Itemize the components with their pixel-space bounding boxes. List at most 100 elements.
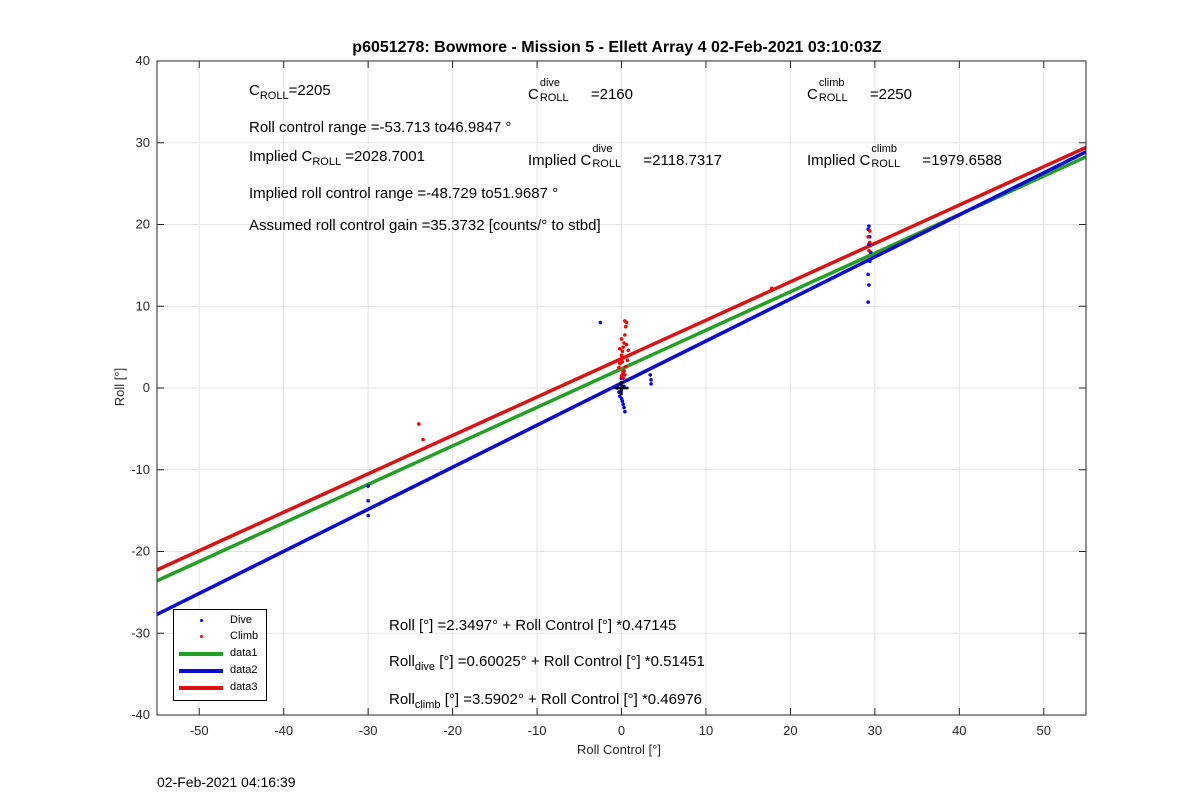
point-climb xyxy=(867,229,872,233)
point-climb xyxy=(866,234,870,239)
point-climb xyxy=(623,333,627,337)
legend-item-data2: data2 xyxy=(174,663,266,679)
point-climb xyxy=(617,365,621,370)
point-climb xyxy=(618,346,622,351)
fit-dive-equation: [°] =0.60025° + Roll Control [°] *0.5145… xyxy=(439,653,705,670)
fit-climb-equation: [°] =3.5902° + Roll Control [°] *0.46976 xyxy=(444,691,703,708)
legend-item-dive: Dive xyxy=(174,613,266,629)
x-tick-label: 30 xyxy=(868,723,882,738)
x-tick-label: -30 xyxy=(359,723,378,738)
chart-title: p6051278: Bowmore - Mission 5 - Ellett A… xyxy=(352,39,882,56)
legend-data3-label: data3 xyxy=(230,681,258,693)
legend-data1-label: data1 xyxy=(230,647,258,659)
point-dive xyxy=(621,402,625,407)
y-tick-label: -10 xyxy=(131,462,150,477)
annotation-roll-control-range: Roll control range =-53.713 to46.9847 ° xyxy=(249,119,512,136)
y-tick-label: -20 xyxy=(131,544,150,559)
point-climb xyxy=(621,345,625,349)
point-climb xyxy=(625,358,630,363)
x-tick-label: 50 xyxy=(1037,723,1051,738)
legend-data2-label: data2 xyxy=(230,664,258,676)
x-tick-label: 0 xyxy=(618,723,625,738)
origin-marker xyxy=(614,381,629,395)
legend: Dive Climb data1 data2 data3 xyxy=(173,609,267,701)
point-dive xyxy=(598,320,603,325)
legend-item-data1: data1 xyxy=(174,646,266,662)
legend-item-data3: data3 xyxy=(174,680,266,696)
implied-c-roll-climb-label: Implied C xyxy=(807,152,871,169)
annotation-implied-roll-range: Implied roll control range =-48.729 to51… xyxy=(249,185,559,202)
y-tick-label: 20 xyxy=(136,217,150,232)
annotation-fit-climb: Rollclimb [°] =3.5902° + Roll Control [°… xyxy=(389,692,702,711)
fit-climb-label: Roll xyxy=(389,691,415,708)
point-dive xyxy=(867,283,871,287)
axis-ticks: -50 -40 -30 -20 -10 0 10 20 30 40 50 -40 -30 -20 -10 0 1… xyxy=(131,53,1086,738)
fit-climb-subscript: climb xyxy=(414,699,441,711)
fit-dive-label: Roll xyxy=(389,653,415,670)
point-climb xyxy=(619,337,624,341)
y-axis-label: Roll [°] xyxy=(112,368,127,406)
point-dive xyxy=(620,399,625,403)
point-climb xyxy=(623,364,628,369)
point-climb xyxy=(620,349,625,354)
implied-c-roll-climb-subscript: ROLL xyxy=(871,158,901,170)
c-roll-subscript: ROLL xyxy=(259,90,289,102)
point-climb xyxy=(624,342,629,347)
c-roll-climb-symbol: C xyxy=(807,86,818,103)
x-tick-label: -50 xyxy=(190,723,209,738)
x-tick-label: -20 xyxy=(443,723,462,738)
annotation-fit-all: Roll [°] =2.3497° + Roll Control [°] *0.… xyxy=(389,617,677,634)
x-axis-label: Roll Control [°] xyxy=(577,742,661,757)
x-tick-label: 40 xyxy=(952,723,966,738)
point-climb xyxy=(621,376,625,380)
c-roll-dive-value: =2160 xyxy=(590,86,633,103)
point-dive xyxy=(867,224,871,228)
annotation-c-roll: CROLL=2205 xyxy=(249,83,331,102)
legend-item-climb: Climb xyxy=(174,629,266,645)
c-roll-climb-subscript: ROLL xyxy=(818,92,848,104)
implied-c-roll-dive-subscript: ROLL xyxy=(592,158,622,170)
legend-data1-line xyxy=(179,652,223,656)
point-climb xyxy=(620,360,625,364)
data-points xyxy=(366,224,873,518)
point-dive xyxy=(366,484,370,488)
implied-c-roll-dive-label: Implied C xyxy=(528,152,592,169)
point-dive xyxy=(866,272,870,277)
y-tick-label: -30 xyxy=(131,625,150,640)
annotation-fit-dive: Rolldive [°] =0.60025° + Roll Control [°… xyxy=(389,654,705,673)
legend-data3-line xyxy=(179,686,223,690)
c-roll-dive-symbol: C xyxy=(528,86,539,103)
legend-climb-label: Climb xyxy=(230,630,259,642)
c-roll-symbol: C xyxy=(249,82,260,99)
point-dive xyxy=(623,409,627,414)
point-dive xyxy=(866,300,870,304)
x-tick-label: 20 xyxy=(783,723,797,738)
c-roll-dive-subscript: ROLL xyxy=(539,92,569,104)
point-climb xyxy=(421,437,425,442)
point-climb xyxy=(619,353,624,358)
y-tick-label: -40 xyxy=(131,707,150,722)
point-climb xyxy=(626,348,631,353)
point-climb xyxy=(770,286,774,291)
implied-c-roll-climb-value: =1979.6588 xyxy=(922,152,1003,169)
point-climb xyxy=(624,320,629,325)
implied-c-roll-dive-superscript: dive xyxy=(592,143,613,155)
point-dive xyxy=(867,259,872,264)
point-climb xyxy=(623,373,627,377)
c-roll-dive-superscript: dive xyxy=(539,77,561,89)
y-tick-label: 10 xyxy=(136,298,150,313)
annotation-gain: Assumed roll control gain =35.3732 [coun… xyxy=(249,217,601,234)
x-tick-label: -40 xyxy=(274,723,293,738)
annotation-implied-c-roll: Implied CROLL =2028.7001 xyxy=(249,149,425,168)
legend-climb-marker xyxy=(200,635,203,638)
point-climb xyxy=(623,324,628,329)
y-tick-label: 0 xyxy=(143,380,150,395)
implied-c-roll-climb-superscript: climb xyxy=(871,143,898,155)
point-climb xyxy=(417,422,421,426)
point-dive xyxy=(366,499,370,503)
